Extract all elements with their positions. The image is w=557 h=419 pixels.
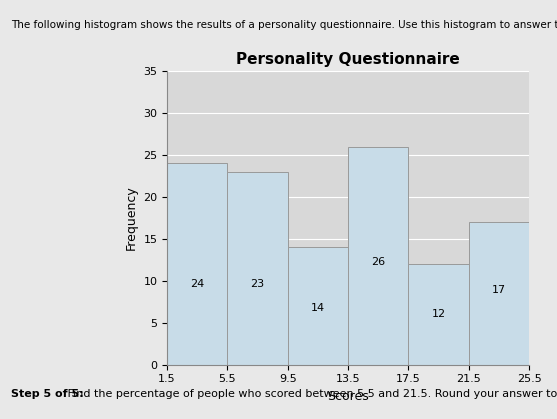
Text: 23: 23 [251, 279, 265, 289]
Text: 24: 24 [190, 279, 204, 289]
Text: 12: 12 [432, 309, 446, 319]
Text: 14: 14 [311, 303, 325, 313]
Text: Step 5 of 5:: Step 5 of 5: [11, 389, 84, 399]
Title: Personality Questionnaire: Personality Questionnaire [236, 52, 460, 67]
Bar [288, 247, 348, 365]
Text: The following histogram shows the results of a personality questionnaire. Use th: The following histogram shows the result… [11, 20, 557, 30]
Text: 17: 17 [492, 285, 506, 295]
Bar [167, 163, 227, 365]
Bar [227, 172, 288, 365]
Y-axis label: Frequency: Frequency [125, 186, 138, 250]
Text: 26: 26 [371, 257, 385, 267]
Bar [469, 222, 529, 365]
Bar [348, 147, 408, 365]
X-axis label: Scores: Scores [328, 390, 369, 403]
Bar [408, 264, 469, 365]
Text: Find the percentage of people who scored between 5.5 and 21.5. Round your answer: Find the percentage of people who scored… [64, 389, 557, 399]
